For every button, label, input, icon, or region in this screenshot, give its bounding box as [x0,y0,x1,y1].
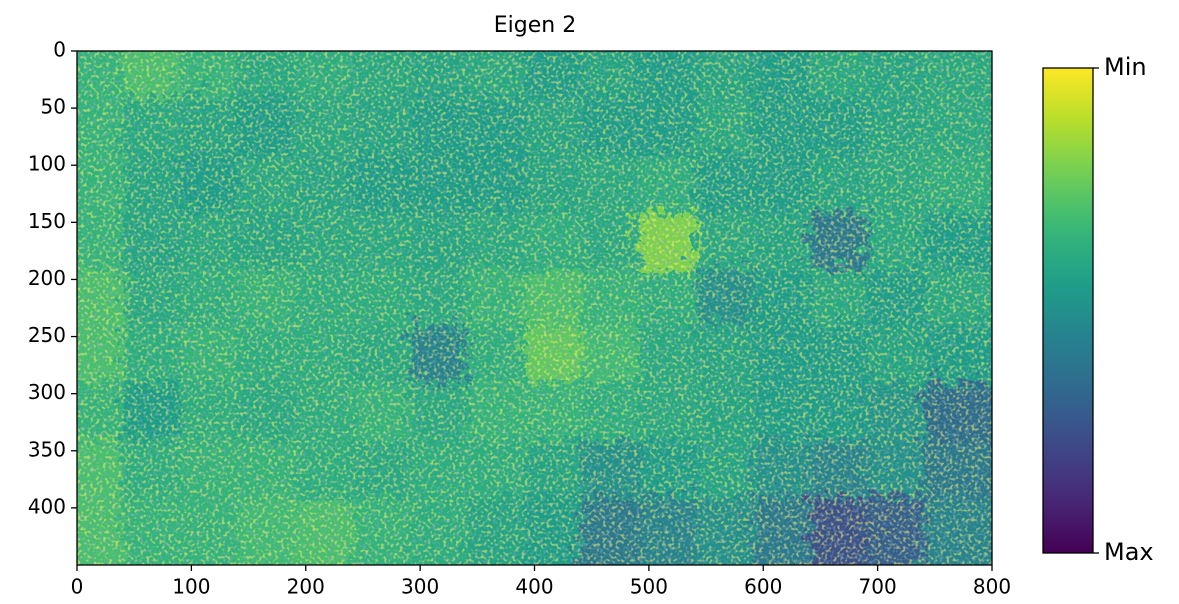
y-tick-label: 300 [28,380,66,404]
x-tick-label: 0 [71,575,84,599]
x-tick-label: 600 [744,575,782,599]
y-tick-label: 100 [28,152,66,176]
y-tick-label: 50 [41,95,66,119]
y-tick-label: 250 [28,323,66,347]
y-tick-label: 200 [28,266,66,290]
colorbar-tick-label: Min [1104,53,1147,81]
colorbar [1042,67,1094,554]
y-tick-label: 0 [53,38,66,62]
x-tick-label: 500 [630,575,668,599]
y-tick-label: 400 [28,494,66,518]
x-tick-label: 300 [401,575,439,599]
axes: 0 100 200 300 400 500 600 700 800 0 50 100 150 200 250… [28,38,1154,599]
colorbar-tick-label: Max [1104,538,1154,566]
y-tick-label: 350 [28,437,66,461]
x-tick-label: 800 [973,575,1011,599]
x-tick-label: 400 [515,575,553,599]
x-tick-label: 200 [287,575,325,599]
chart-title: Eigen 2 [494,13,576,38]
y-tick-label: 150 [28,209,66,233]
x-tick-label: 700 [859,575,897,599]
x-tick-label: 100 [172,575,210,599]
texture [77,51,992,565]
plot-area [77,51,992,565]
